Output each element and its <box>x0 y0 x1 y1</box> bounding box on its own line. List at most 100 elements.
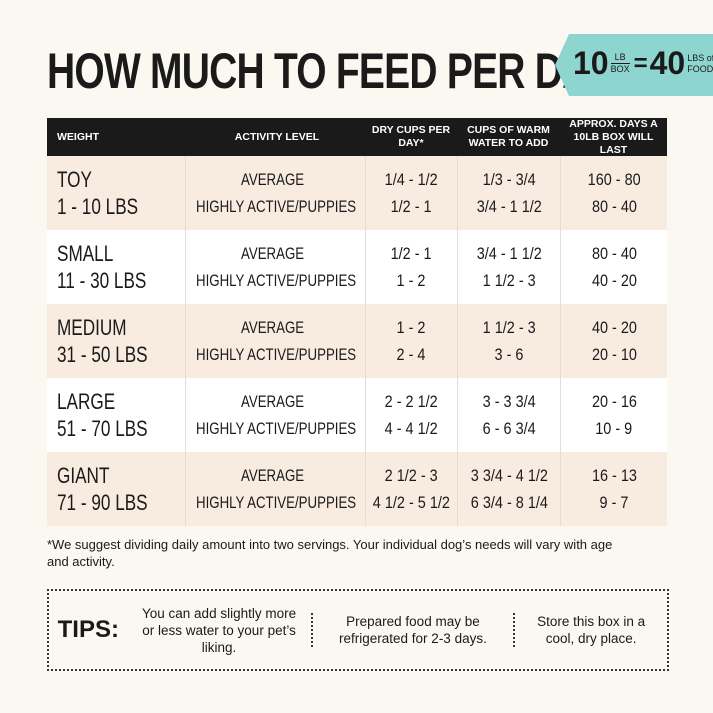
badge-unit: FOOD! <box>687 63 713 74</box>
water-text: 3 3/4 - 4 1/2 <box>470 466 548 485</box>
activity-cell: AVERAGE HIGHLY ACTIVE/PUPPIES <box>185 378 365 452</box>
size: SMALL <box>57 240 129 267</box>
dry-value: 2 - 4 <box>394 341 428 368</box>
table-row: MEDIUM 31 - 50 LBS AVERAGE HIGHLY ACTIVE/PU… <box>47 304 667 378</box>
column-header: APPROX. DAYS A 10LB BOX WILL LAST <box>569 117 658 156</box>
column-header: WEIGHT <box>57 130 99 143</box>
days-cell: 20 - 16 10 - 9 <box>560 378 667 452</box>
activity-value: HIGHLY ACTIVE/PUPPIES <box>196 341 366 368</box>
days-cell: 16 - 13 9 - 7 <box>560 452 667 526</box>
tips-label: TIPS: <box>57 616 119 643</box>
dry-text: 1/2 - 1 <box>391 197 432 216</box>
water-text: 3 - 3 3/4 <box>482 392 536 411</box>
range-text: 31 - 50 LBS <box>57 342 148 367</box>
days-value: 40 - 20 <box>588 314 641 341</box>
weight-range: 11 - 30 LBS <box>57 267 172 294</box>
water-text: 3 - 6 <box>494 345 524 364</box>
dry-cell: 1 - 2 2 - 4 <box>365 304 457 378</box>
water-text: 1 1/2 - 3 <box>482 318 536 337</box>
days-value: 80 - 40 <box>588 240 641 267</box>
weight-cell: GIANT 71 - 90 LBS <box>47 452 185 526</box>
dry-value: 1 - 2 <box>394 267 428 294</box>
water-cell: 1 1/2 - 3 3 - 6 <box>457 304 560 378</box>
dry-text: 2 - 2 1/2 <box>384 392 439 411</box>
badge-number: 10 <box>573 45 609 81</box>
tip: Store this box in a cool, dry place. <box>537 614 646 646</box>
days-value: 16 - 13 <box>588 462 641 489</box>
days-cell: 160 - 80 80 - 40 <box>560 156 667 230</box>
weight-range: 31 - 50 LBS <box>57 341 173 368</box>
activity-value: AVERAGE <box>196 166 366 193</box>
days-text: 40 - 20 <box>591 271 637 290</box>
days-text: 40 - 20 <box>591 318 637 337</box>
days-value: 80 - 40 <box>588 193 641 220</box>
title: HOW MUCH TO FEED PER DAY <box>47 42 713 100</box>
water-value: 3 - 3 3/4 <box>478 388 540 415</box>
days-text: 20 - 16 <box>591 392 637 411</box>
table-row: LARGE 51 - 70 LBS AVERAGE HIGHLY ACTIVE/PUP… <box>47 378 667 452</box>
days-value: 10 - 9 <box>592 415 635 442</box>
water-value: 6 - 6 3/4 <box>478 415 540 442</box>
dry-cell: 1/4 - 1/2 1/2 - 1 <box>365 156 457 230</box>
water-value: 3/4 - 1 1/2 <box>471 240 548 267</box>
table-row: TOY 1 - 10 LBS AVERAGE HIGHLY ACTIVE/PUPPIE… <box>47 156 667 230</box>
activity-text: AVERAGE <box>240 466 304 485</box>
days-value: 20 - 16 <box>588 388 641 415</box>
activity-value: AVERAGE <box>196 240 366 267</box>
size-text: GIANT <box>57 463 110 488</box>
water-cell: 3/4 - 1 1/2 1 1/2 - 3 <box>457 230 560 304</box>
range-text: 1 - 10 LBS <box>57 194 139 219</box>
feeding-table: WEIGHT ACTIVITY LEVEL DRY CUPS PER DAY* CUP… <box>47 118 667 526</box>
water-value: 6 3/4 - 8 1/4 <box>464 489 555 516</box>
water-text: 6 - 6 3/4 <box>482 419 536 438</box>
activity-text: HIGHLY ACTIVE/PUPPIES <box>196 493 357 512</box>
dry-value: 1/2 - 1 <box>387 193 435 220</box>
water-cell: 1/3 - 3/4 3/4 - 1 1/2 <box>457 156 560 230</box>
days-value: 9 - 7 <box>597 489 631 516</box>
weight-range: 51 - 70 LBS <box>57 415 173 442</box>
days-value: 20 - 10 <box>588 341 641 368</box>
water-cell: 3 - 3 3/4 6 - 6 3/4 <box>457 378 560 452</box>
days-text: 9 - 7 <box>599 493 629 512</box>
column-header: CUPS OF WARM WATER TO ADD <box>467 124 550 149</box>
weight-range: 1 - 10 LBS <box>57 193 161 220</box>
size: GIANT <box>57 462 124 489</box>
size-text: LARGE <box>57 389 116 414</box>
size: MEDIUM <box>57 314 146 341</box>
dry-value: 2 - 2 1/2 <box>380 388 442 415</box>
badge-number: 40 <box>649 45 686 81</box>
activity-text: HIGHLY ACTIVE/PUPPIES <box>196 419 357 438</box>
water-value: 1 1/2 - 3 <box>478 314 540 341</box>
water-text: 1 1/2 - 3 <box>482 271 536 290</box>
days-text: 80 - 40 <box>591 197 637 216</box>
activity-value: HIGHLY ACTIVE/PUPPIES <box>196 193 366 220</box>
dry-value: 4 1/2 - 5 1/2 <box>366 489 457 516</box>
dry-value: 1 - 2 <box>394 314 428 341</box>
badge-unit: BOX <box>610 64 630 74</box>
dry-text: 1 - 2 <box>397 318 426 337</box>
activity-value: HIGHLY ACTIVE/PUPPIES <box>196 415 366 442</box>
dry-text: 2 1/2 - 3 <box>384 466 439 485</box>
dry-text: 4 - 4 1/2 <box>384 419 439 438</box>
water-text: 3/4 - 1 1/2 <box>476 244 542 263</box>
badge-unit: LBS of <box>687 52 713 63</box>
range-text: 51 - 70 LBS <box>57 416 148 441</box>
water-value: 1 1/2 - 3 <box>478 267 540 294</box>
days-text: 16 - 13 <box>591 466 637 485</box>
water-value: 1/3 - 3/4 <box>478 166 540 193</box>
activity-value: AVERAGE <box>196 314 366 341</box>
water-value: 3/4 - 1 1/2 <box>471 193 548 220</box>
size: TOY <box>57 166 102 193</box>
activity-cell: AVERAGE HIGHLY ACTIVE/PUPPIES <box>185 304 365 378</box>
activity-text: HIGHLY ACTIVE/PUPPIES <box>196 271 357 290</box>
activity-text: AVERAGE <box>240 318 304 337</box>
dry-text: 1/2 - 1 <box>391 244 432 263</box>
activity-text: HIGHLY ACTIVE/PUPPIES <box>196 197 357 216</box>
table-row: SMALL 11 - 30 LBS AVERAGE HIGHLY ACTIVE/PUP… <box>47 230 667 304</box>
activity-cell: AVERAGE HIGHLY ACTIVE/PUPPIES <box>185 452 365 526</box>
dry-cell: 1/2 - 1 1 - 2 <box>365 230 457 304</box>
footnote: *We suggest dividing daily amount into t… <box>47 537 613 569</box>
dry-text: 2 - 4 <box>397 345 426 364</box>
weight-cell: LARGE 51 - 70 LBS <box>47 378 185 452</box>
size: LARGE <box>57 388 132 415</box>
